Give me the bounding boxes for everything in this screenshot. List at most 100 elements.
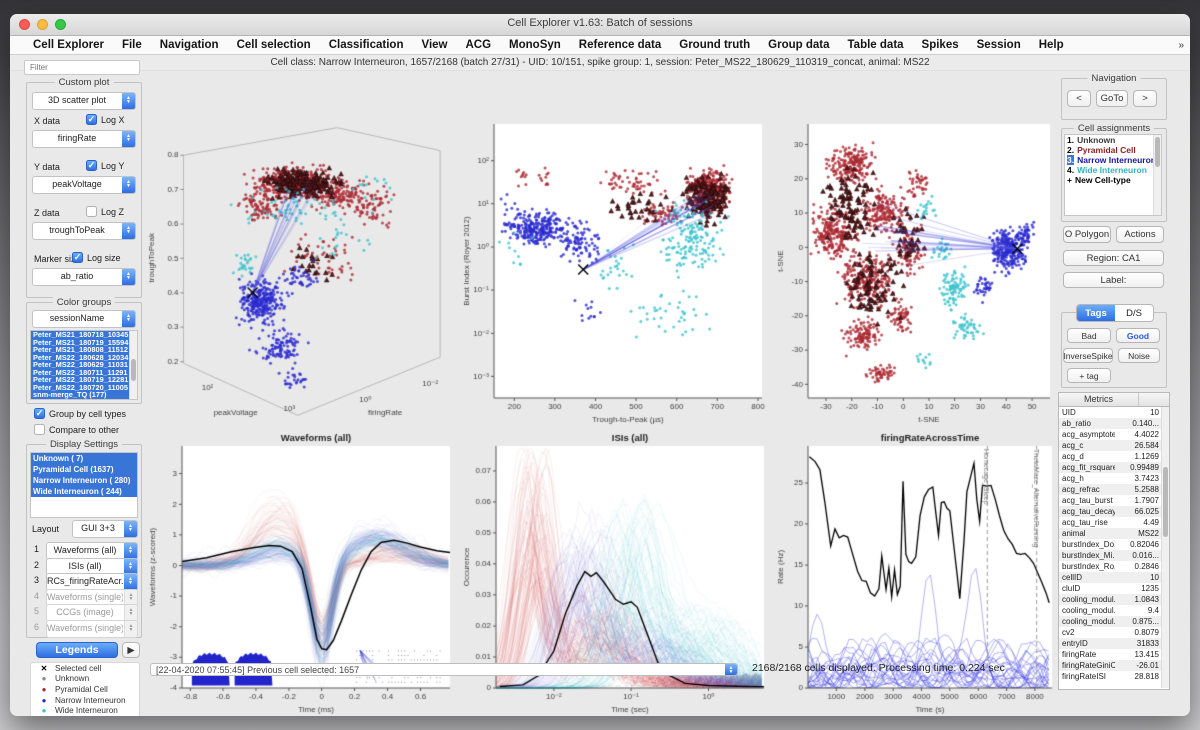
axis-data-dropdown-2[interactable]: troughToPeak ▲ ▼: [32, 222, 136, 240]
layout-dropdown[interactable]: GUI 3+3 ▲ ▼: [72, 520, 138, 538]
menu-item-acg[interactable]: ACG: [465, 39, 492, 51]
metrics-row[interactable]: acg_c 26.584: [1059, 440, 1169, 451]
metrics-row[interactable]: acg_tau_burst 1.7907: [1059, 495, 1169, 506]
tag-button-good[interactable]: Good: [1116, 328, 1160, 343]
metrics-row[interactable]: cv2 0.8079: [1059, 627, 1169, 638]
menu-item-cell-explorer[interactable]: Cell Explorer: [33, 39, 104, 51]
menu-item-monosyn[interactable]: MonoSyn: [509, 39, 561, 51]
metrics-row[interactable]: cooling_modul... 1.0843: [1059, 594, 1169, 605]
metrics-row[interactable]: burstIndex_Do... 0.82046: [1059, 539, 1169, 550]
tab-ds[interactable]: D/S: [1115, 305, 1153, 321]
metrics-row[interactable]: cellID 10: [1059, 572, 1169, 583]
metrics-row[interactable]: UID 10: [1059, 407, 1169, 418]
axis-data-dropdown-3[interactable]: ab_ratio ▲ ▼: [32, 268, 136, 286]
metrics-row[interactable]: cluID 1235: [1059, 583, 1169, 594]
actions-button[interactable]: Actions: [1116, 226, 1164, 243]
session-list-item[interactable]: Peter_MS22_180711_11291: [31, 368, 137, 376]
log-checkbox-2[interactable]: Log Z: [86, 206, 124, 217]
scrollbar[interactable]: [1153, 135, 1161, 215]
nav-prev-button[interactable]: <: [1067, 90, 1091, 107]
session-list-item[interactable]: Peter_MS22_180720_11005: [31, 383, 137, 391]
scrollbar[interactable]: [129, 331, 137, 399]
metrics-row[interactable]: acg_tau_decay 66.025: [1059, 506, 1169, 517]
metrics-row[interactable]: acg_d 1.1269: [1059, 451, 1169, 462]
nav-next-button[interactable]: >: [1133, 90, 1157, 107]
log-checkbox-1[interactable]: ✓ Log Y: [86, 160, 124, 171]
metrics-row[interactable]: acg_asymptote 4.4022: [1059, 429, 1169, 440]
status-message-dropdown[interactable]: [22-04-2020 07:55:45] Previous cell sele…: [150, 663, 738, 676]
cell-assignment-item[interactable]: 2. Pyramidal Cell: [1065, 145, 1161, 155]
log-checkbox-3-box[interactable]: ✓: [72, 252, 83, 263]
cell-type-list-item[interactable]: Unknown ( 7): [31, 453, 137, 464]
minimize-window-button[interactable]: [37, 19, 48, 30]
plot-custom-3d-scatter[interactable]: [146, 118, 458, 430]
tags-ds-tabs[interactable]: Tags D/S: [1076, 304, 1154, 322]
metrics-row[interactable]: cooling_modul... 0.875...: [1059, 616, 1169, 627]
plot-type-dropdown[interactable]: 3D scatter plot ▲ ▼: [32, 92, 136, 110]
menu-item-cell-selection[interactable]: Cell selection: [236, 39, 311, 51]
metrics-row[interactable]: cooling_modul... 9.4: [1059, 605, 1169, 616]
log-checkbox-1-box[interactable]: ✓: [86, 160, 97, 171]
cell-assignment-item[interactable]: + New Cell-type: [1065, 175, 1161, 185]
cell-type-list[interactable]: Unknown ( 7) Pyramidal Cell (1637) Narrow …: [30, 452, 138, 518]
label-button[interactable]: Label:: [1063, 272, 1164, 288]
tag-button-noise[interactable]: Noise: [1118, 348, 1160, 363]
metrics-row[interactable]: acg_tau_rise 4.49: [1059, 517, 1169, 528]
metrics-row[interactable]: entryID 31833: [1059, 638, 1169, 649]
menu-item-file[interactable]: File: [121, 39, 142, 51]
zoom-window-button[interactable]: [55, 19, 66, 30]
metrics-row[interactable]: firingRate 13.415: [1059, 649, 1169, 660]
metrics-row[interactable]: acg_refrac 5.2588: [1059, 484, 1169, 495]
menu-item-spikes[interactable]: Spikes: [921, 39, 959, 51]
compare-to-other-checkbox-box[interactable]: [34, 424, 45, 435]
cell-type-list-item[interactable]: Narrow Interneuron ( 280): [31, 475, 137, 486]
tag-button-bad[interactable]: Bad: [1067, 328, 1111, 343]
session-list-item[interactable]: Peter_MS21_180808_11512: [31, 346, 137, 354]
metrics-header-value-col[interactable]: [1139, 393, 1169, 406]
color-groups-dropdown[interactable]: sessionName ▲ ▼: [32, 310, 136, 328]
nav-goto-button[interactable]: GoTo: [1096, 90, 1128, 107]
menu-item-reference-data[interactable]: Reference data: [578, 39, 662, 51]
menu-item-view[interactable]: View: [421, 39, 448, 51]
axis-data-dropdown-1[interactable]: peakVoltage ▲ ▼: [32, 176, 136, 194]
menu-overflow-icon[interactable]: »: [1178, 39, 1184, 51]
group-by-cell-types-checkbox-box[interactable]: ✓: [34, 408, 45, 419]
axis-data-dropdown-0[interactable]: firingRate ▲ ▼: [32, 130, 136, 148]
plot-tsne[interactable]: [774, 118, 1060, 430]
menu-item-table-data[interactable]: Table data: [847, 39, 904, 51]
plot-burst-index[interactable]: [460, 118, 772, 430]
close-window-button[interactable]: [19, 19, 30, 30]
metrics-row[interactable]: acg_h 3.7423: [1059, 473, 1169, 484]
metrics-row[interactable]: burstIndex_Mi... 0.016...: [1059, 550, 1169, 561]
plot-slot-dropdown-3[interactable]: RCs_firingRateAcr... ▲ ▼: [46, 573, 138, 591]
tab-tags[interactable]: Tags: [1077, 305, 1115, 321]
legends-expand-button[interactable]: ▶: [122, 642, 140, 658]
cell-assignment-item[interactable]: 1. Unknown: [1065, 135, 1161, 145]
compare-to-other-checkbox[interactable]: Compare to other: [34, 424, 119, 435]
metrics-row[interactable]: firingRateISI 28.818: [1059, 671, 1169, 682]
menu-item-ground-truth[interactable]: Ground truth: [679, 39, 751, 51]
log-checkbox-0[interactable]: ✓ Log X: [86, 114, 125, 125]
metrics-header-label[interactable]: Metrics: [1059, 393, 1139, 406]
scrollbar-thumb[interactable]: [1155, 137, 1160, 167]
menu-item-help[interactable]: Help: [1038, 39, 1064, 51]
plot-slot-dropdown-1[interactable]: Waveforms (all) ▲ ▼: [46, 542, 138, 560]
metrics-row[interactable]: acg_fit_rsquare 0.99489: [1059, 462, 1169, 473]
menu-item-classification[interactable]: Classification: [328, 39, 404, 51]
region-button[interactable]: Region: CA1: [1063, 250, 1164, 266]
cell-type-list-item[interactable]: Pyramidal Cell (1637): [31, 464, 137, 475]
session-list[interactable]: Peter_MS21_180718_10345 Peter_MS21_180719…: [30, 330, 138, 400]
menu-item-session[interactable]: Session: [976, 39, 1021, 51]
log-checkbox-2-box[interactable]: [86, 206, 97, 217]
menu-item-group-data[interactable]: Group data: [768, 39, 830, 51]
metrics-row[interactable]: animal MS22: [1059, 528, 1169, 539]
group-by-cell-types-checkbox[interactable]: ✓ Group by cell types: [34, 408, 126, 419]
log-checkbox-0-box[interactable]: ✓: [86, 114, 97, 125]
cell-assignments-list[interactable]: 1. Unknown 2. Pyramidal Cell 3. Narrow Intern…: [1064, 134, 1162, 216]
plot-firing-rate-across-time[interactable]: [774, 430, 1060, 716]
scrollbar-thumb[interactable]: [131, 359, 136, 381]
metrics-row[interactable]: burstIndex_Ro... 0.2846: [1059, 561, 1169, 572]
scrollbar[interactable]: [1161, 407, 1169, 688]
filter-input[interactable]: [24, 60, 140, 75]
tag-button-inversespike[interactable]: InverseSpike: [1063, 348, 1113, 363]
